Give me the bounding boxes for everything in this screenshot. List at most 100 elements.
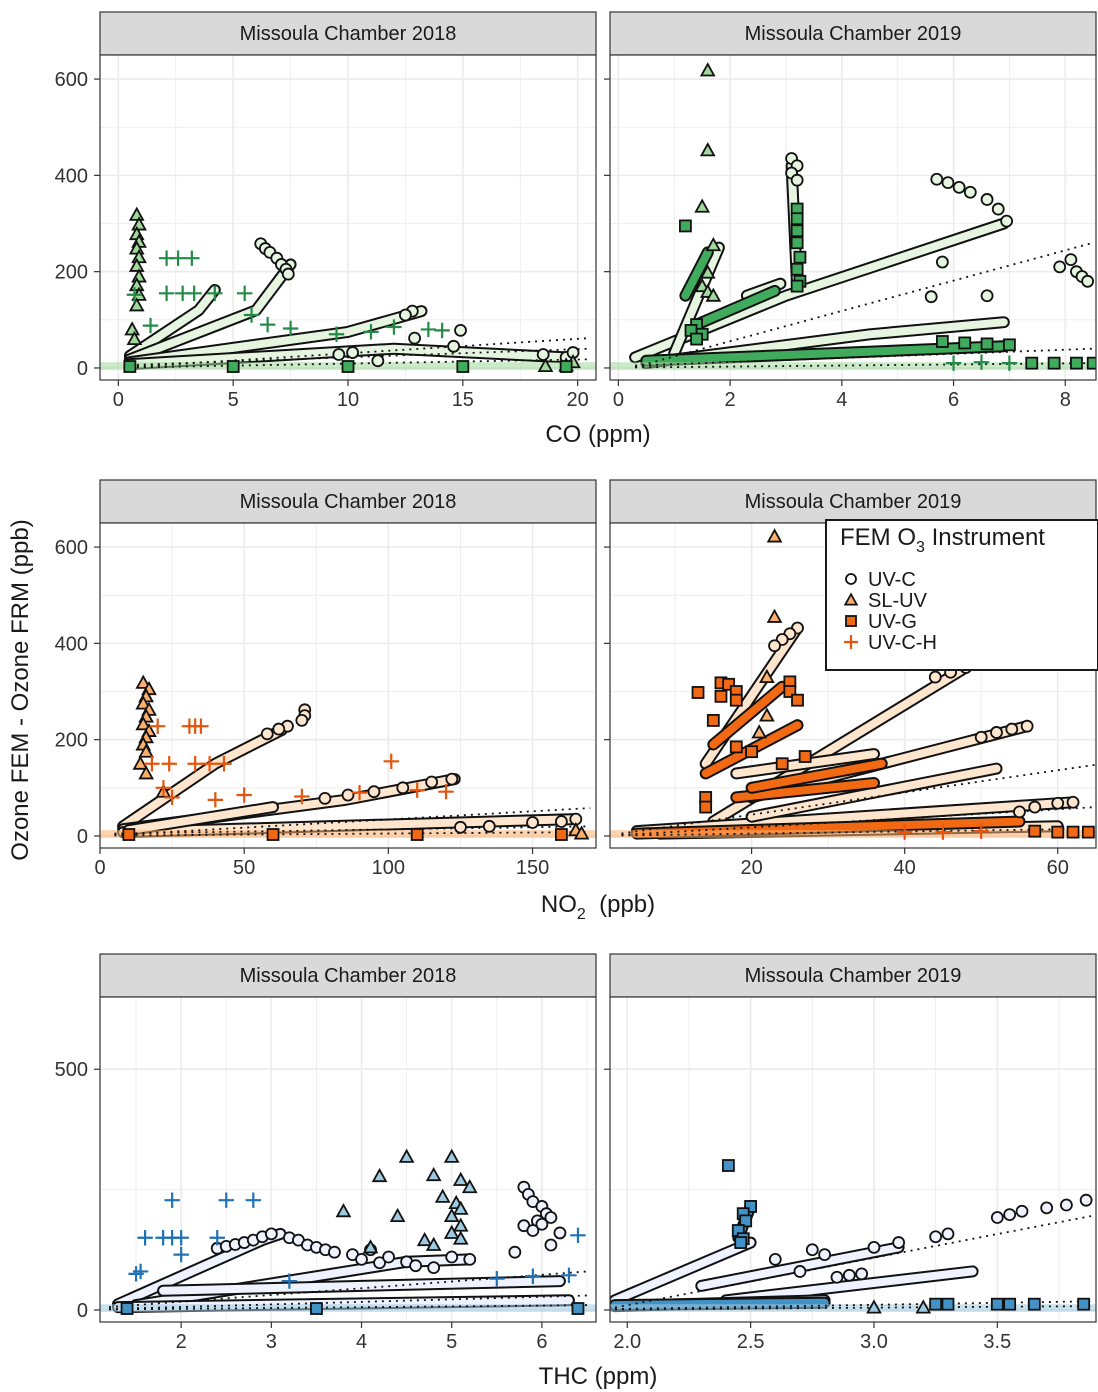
plot-thc-2019: 2.0 2.5 3.0 3.5 (604, 997, 1096, 1353)
data-point-uv-c (409, 1259, 423, 1273)
data-point-uv-c-h (184, 250, 200, 266)
data-point-sl-uv (866, 1299, 882, 1314)
data-point-uv-c-h (351, 784, 368, 801)
x-tick-label: 0 (113, 389, 124, 411)
data-point-uv-c (963, 185, 977, 199)
data-point-uv-g (310, 1302, 323, 1315)
data-point-sl-uv (573, 825, 590, 840)
data-point-uv-c-h (935, 824, 951, 840)
x-tick-label: 4 (836, 389, 847, 411)
data-point-uv-c (1059, 1198, 1073, 1212)
data-point-uv-c (445, 1250, 459, 1264)
data-point-uv-c (328, 1245, 341, 1259)
data-point-uv-c (1066, 795, 1080, 809)
data-point-uv-c-h (525, 1268, 541, 1284)
band-uv-c (159, 1277, 564, 1295)
data-point-uv-c-h (328, 326, 345, 342)
data-point-uv-c (526, 816, 539, 829)
data-point-uv-c (454, 820, 467, 834)
data-point-uv-c (355, 1253, 368, 1266)
data-point-uv-c (1028, 800, 1042, 814)
band-uv-c (721, 1267, 977, 1305)
data-point-uv-c (928, 670, 942, 684)
data-point-uv-g (790, 224, 804, 238)
data-point-sl-uv (389, 1207, 406, 1223)
data-point-uv-c-h (164, 1192, 180, 1208)
y-tick-label: 200 (55, 262, 88, 284)
data-point-uv-g (722, 677, 736, 691)
data-point-uv-c (842, 1268, 856, 1282)
band-uv-c (610, 1238, 755, 1305)
data-point-sl-uv (705, 237, 722, 252)
data-point-uv-g (990, 1297, 1004, 1311)
zero-band (100, 830, 596, 838)
panel-co-2019: Missoula Chamber 2019 0 2 4 6 8 (604, 11, 1097, 411)
y-axis-label: Ozone FEM - Ozone FRM (ppb) (7, 519, 34, 860)
plot-body (610, 1159, 1096, 1314)
data-point-uv-c-h (216, 756, 232, 772)
data-point-uv-c (396, 781, 410, 795)
band-uv-g (642, 342, 1008, 365)
data-point-uv-g (122, 828, 136, 841)
data-point-sl-uv (135, 716, 152, 731)
data-point-uv-c-h (164, 789, 180, 806)
data-point-uv-c (941, 1227, 955, 1241)
data-point-sl-uv (362, 1239, 379, 1254)
data-point-uv-c (1079, 1193, 1093, 1207)
data-point-uv-c (768, 639, 781, 653)
data-point-sl-uv (398, 1148, 415, 1163)
data-point-uv-g (790, 279, 804, 293)
data-point-uv-c (371, 354, 385, 368)
strip-no2-2018-bg (99, 479, 597, 524)
data-point-uv-g (1070, 356, 1083, 370)
fit-line (109, 1304, 587, 1311)
legend-title: FEM O3 Instrument (840, 524, 1045, 556)
data-point-uv-c-h (173, 1230, 189, 1246)
row-co: Missoula Chamber 2018 0 5 10 15 200200400600… (55, 11, 1097, 448)
x-tick-label: 4 (356, 1331, 367, 1353)
legend-key-sl-uv (843, 592, 859, 606)
data-point-uv-c-h (386, 319, 402, 335)
y-tick-label: 0 (77, 826, 88, 848)
band-uv-g (709, 682, 787, 749)
data-point-sl-uv (759, 668, 775, 684)
data-point-uv-g (1081, 825, 1095, 839)
data-point-uv-c-h (438, 783, 454, 800)
data-point-uv-c-h (945, 355, 962, 371)
x-tick-label: 0 (613, 389, 624, 411)
data-point-uv-c-h (149, 718, 166, 734)
fit-line (621, 763, 1096, 835)
legend-label-uv-g: UV-G (868, 611, 917, 633)
y-tick-label: 600 (55, 537, 88, 559)
data-point-uv-c-h (201, 756, 218, 772)
data-point-uv-c (980, 193, 994, 206)
data-point-uv-g (120, 1302, 134, 1315)
x-tick-label: 6 (536, 1331, 547, 1353)
legend-title-tail: Instrument (925, 524, 1045, 551)
band-uv-g (681, 248, 712, 300)
strip-no2-2018-label: Missoula Chamber 2018 (240, 491, 457, 513)
data-point-uv-c (445, 772, 459, 786)
data-point-uv-g (1047, 356, 1061, 370)
data-point-uv-c (930, 172, 944, 186)
data-point-uv-g (706, 714, 720, 727)
data-point-uv-g (745, 745, 758, 759)
data-point-uv-c (482, 819, 496, 833)
data-point-uv-c (367, 785, 381, 799)
data-point-uv-c (341, 788, 355, 802)
data-point-uv-g (691, 686, 705, 699)
data-point-uv-c-h (236, 787, 252, 803)
band-uv-c (125, 344, 571, 369)
data-point-uv-g (793, 250, 807, 264)
data-point-uv-c-h (207, 792, 224, 808)
data-point-uv-c (427, 1261, 441, 1274)
zero-band (610, 830, 1096, 838)
data-point-sl-uv (128, 206, 145, 221)
band-uv-c (125, 307, 426, 367)
data-point-uv-c-h (363, 324, 379, 340)
data-point-uv-g (690, 332, 703, 346)
data-point-uv-g (226, 360, 240, 373)
legend-label-uv-c: UV-C (868, 569, 916, 591)
